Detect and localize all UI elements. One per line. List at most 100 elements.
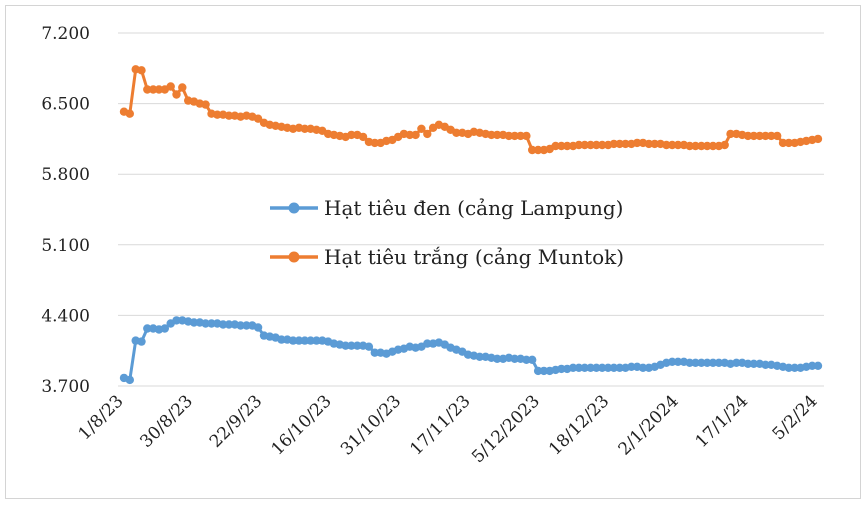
data-point bbox=[813, 361, 823, 370]
data-point bbox=[615, 363, 624, 372]
data-point bbox=[364, 342, 374, 351]
data-point bbox=[487, 130, 496, 140]
data-point bbox=[732, 358, 741, 367]
data-point bbox=[580, 140, 589, 150]
data-point bbox=[761, 360, 770, 369]
y-tick-label: 4.400 bbox=[41, 306, 90, 326]
data-point bbox=[638, 363, 648, 372]
data-point bbox=[493, 354, 502, 363]
data-point bbox=[668, 357, 677, 366]
legend: Hạt tiêu đen (cảng Lampung) Hạt tiêu trắ… bbox=[270, 196, 624, 269]
legend-swatch-marker-white bbox=[288, 251, 300, 263]
data-point bbox=[125, 375, 134, 385]
x-tick-label: 5/2/24 bbox=[769, 391, 822, 444]
data-point bbox=[568, 363, 578, 372]
data-point bbox=[743, 131, 753, 141]
data-point bbox=[189, 318, 199, 327]
data-point bbox=[603, 363, 613, 372]
data-point bbox=[574, 363, 584, 372]
x-tick-label: 17/11/23 bbox=[406, 391, 474, 459]
data-point bbox=[253, 114, 263, 123]
data-point bbox=[609, 363, 619, 372]
data-point bbox=[253, 323, 263, 332]
data-point bbox=[633, 138, 642, 148]
data-point bbox=[813, 134, 823, 144]
data-point bbox=[236, 321, 245, 330]
data-point bbox=[708, 141, 718, 151]
data-point bbox=[178, 83, 187, 92]
data-point bbox=[125, 109, 134, 118]
x-tick-label: 22/9/23 bbox=[206, 391, 266, 451]
data-point bbox=[533, 145, 543, 155]
data-point bbox=[621, 139, 630, 149]
data-point bbox=[539, 366, 549, 376]
x-axis-ticks: 1/8/23 30/8/23 22/9/23 16/10/23 31/10/23 17/1… bbox=[75, 391, 822, 467]
data-point bbox=[609, 139, 619, 149]
data-point bbox=[773, 131, 782, 141]
data-point bbox=[224, 111, 234, 120]
data-point bbox=[154, 85, 164, 94]
data-point bbox=[551, 141, 560, 151]
data-point bbox=[650, 139, 659, 149]
gridlines bbox=[118, 32, 824, 316]
y-tick-label: 5.800 bbox=[41, 165, 90, 185]
x-tick-label: 17/1/24 bbox=[692, 391, 752, 451]
data-point bbox=[358, 132, 368, 142]
data-point bbox=[533, 366, 543, 376]
data-point bbox=[720, 140, 729, 150]
data-point bbox=[557, 141, 566, 151]
data-point bbox=[510, 131, 519, 141]
x-tick-label: 2/1/2024 bbox=[615, 391, 683, 459]
data-point bbox=[691, 141, 700, 151]
data-point bbox=[697, 141, 706, 151]
data-point bbox=[347, 130, 356, 140]
data-point bbox=[726, 129, 735, 139]
data-point bbox=[808, 361, 817, 370]
data-point bbox=[347, 341, 356, 350]
data-point bbox=[580, 363, 589, 372]
data-point bbox=[703, 358, 712, 367]
data-point bbox=[341, 341, 350, 350]
x-tick-label: 16/10/23 bbox=[268, 391, 336, 459]
data-point bbox=[207, 319, 216, 328]
data-point bbox=[277, 335, 286, 344]
legend-label-black: Hạt tiêu đen (cảng Lampung) bbox=[324, 196, 623, 220]
data-point bbox=[586, 140, 595, 150]
data-point bbox=[644, 139, 654, 149]
data-point bbox=[475, 352, 484, 361]
data-point bbox=[493, 130, 502, 140]
data-point bbox=[767, 131, 776, 141]
data-point bbox=[685, 141, 694, 151]
data-point bbox=[743, 359, 753, 368]
data-point bbox=[224, 320, 234, 329]
legend-swatch-marker-black bbox=[288, 202, 300, 214]
data-point bbox=[300, 336, 309, 345]
data-point bbox=[300, 124, 309, 133]
data-point bbox=[784, 363, 793, 372]
data-point bbox=[417, 124, 426, 133]
data-point bbox=[516, 131, 525, 141]
data-point bbox=[423, 339, 432, 348]
data-point bbox=[522, 131, 531, 141]
data-point bbox=[143, 85, 152, 94]
data-point bbox=[172, 316, 181, 325]
data-point bbox=[685, 358, 694, 367]
data-point bbox=[172, 90, 181, 99]
data-point bbox=[592, 140, 601, 150]
data-point bbox=[370, 138, 379, 148]
data-point bbox=[708, 358, 718, 367]
data-point bbox=[703, 141, 712, 151]
series-line-1 bbox=[123, 67, 819, 152]
data-point bbox=[673, 140, 683, 150]
data-point bbox=[312, 336, 321, 345]
data-point bbox=[353, 341, 362, 350]
data-point bbox=[411, 130, 420, 140]
y-tick-label: 5.100 bbox=[41, 236, 90, 256]
data-point bbox=[592, 363, 601, 372]
data-point bbox=[627, 362, 636, 371]
data-point bbox=[586, 363, 595, 372]
data-point bbox=[452, 128, 461, 137]
data-point bbox=[143, 324, 152, 333]
y-tick-label: 6.500 bbox=[41, 95, 90, 115]
